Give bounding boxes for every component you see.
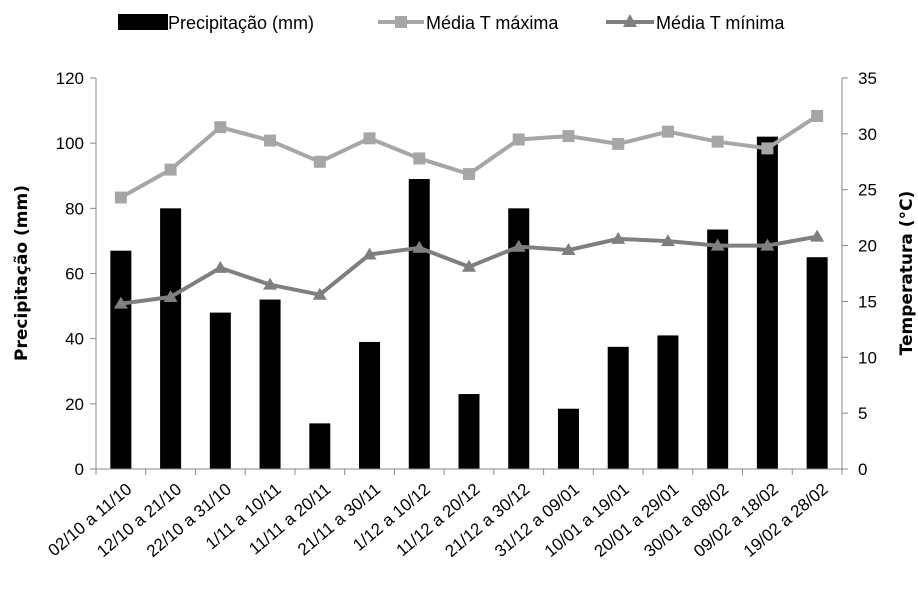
precipitation-bar	[458, 394, 480, 469]
tmin-point	[810, 229, 825, 242]
legend-swatch-tmin-marker	[623, 14, 637, 27]
precipitation-bar	[160, 208, 182, 470]
x-tick-label: 09/02 a 18/02	[690, 480, 782, 561]
tmax-point	[264, 134, 277, 147]
y-right-tick-label: 20	[858, 237, 877, 256]
precipitation-bar	[408, 179, 430, 469]
y-right-tick-label: 25	[858, 181, 877, 200]
tmin-point	[561, 243, 576, 256]
y-left-tick-label: 80	[65, 199, 84, 218]
tmax-point	[463, 168, 475, 181]
tmin-point	[660, 234, 675, 247]
y-axis-left-title: Precipitação (mm)	[12, 185, 32, 361]
tmin-point	[263, 277, 278, 290]
y-right-tick-label: 0	[858, 460, 867, 479]
tmax-point	[164, 163, 177, 176]
y-axis-right-title: Temperatura (°C)	[897, 191, 917, 356]
x-tick-label: 12/10 a 21/10	[93, 480, 185, 561]
legend-label-precipitation: Precipitação (mm)	[168, 13, 314, 33]
x-tick-label: 02/10 a 11/10	[45, 480, 136, 561]
y-left-tick-label: 60	[65, 265, 84, 284]
y-left-tick-label: 0	[75, 460, 84, 479]
tmax-point	[811, 109, 824, 122]
precipitation-bar	[657, 335, 679, 469]
y-left-tick-label: 120	[56, 69, 84, 88]
tmin-point	[611, 231, 626, 244]
legend-swatch-tmax-marker	[395, 16, 407, 28]
tmin-point	[163, 289, 178, 302]
x-tick-label: 10/01 a 19/01	[541, 480, 633, 561]
tmax-point	[313, 155, 326, 168]
tmax-point	[711, 135, 724, 148]
tmin-point	[412, 240, 427, 253]
precipitation-bar	[110, 250, 132, 469]
tmin-point	[710, 238, 725, 251]
tmin-point	[113, 296, 128, 309]
tmin-point	[362, 247, 377, 260]
tmax-point	[214, 121, 227, 134]
tmax-point	[761, 142, 774, 155]
precipitation-bar	[806, 257, 828, 469]
tmin-point	[462, 259, 476, 272]
x-tick-label: 22/10 a 31/10	[143, 480, 235, 561]
x-tick-label: 19/02 a 28/02	[740, 480, 832, 561]
precipitation-bar	[309, 423, 331, 469]
precipitation-bar	[707, 229, 729, 469]
x-tick-label: 21/12 a 30/12	[441, 480, 533, 561]
x-tick-label: 31/12 a 09/01	[491, 480, 583, 561]
y-left-tick-label: 100	[56, 134, 84, 153]
precipitation-bar	[359, 341, 381, 469]
y-right-tick-label: 10	[858, 348, 877, 367]
tmax-point	[661, 125, 674, 138]
legend: Precipitação (mm) Média T máxima Média T m…	[118, 13, 785, 33]
precipitation-bar	[607, 346, 629, 469]
y-right-tick-label: 30	[858, 125, 877, 144]
x-tick-label: 20/01 a 29/01	[591, 480, 683, 561]
temperature-lines	[113, 109, 825, 309]
precipitation-bar	[756, 136, 778, 469]
legend-swatch-precipitation	[118, 14, 168, 30]
y-right-tick-label: 35	[858, 69, 877, 88]
y-right-tick-label: 15	[858, 292, 877, 311]
legend-label-tmax: Média T máxima	[426, 13, 559, 33]
legend-label-tmin: Média T mínima	[656, 13, 785, 33]
tmax-point	[114, 191, 127, 204]
tmax-point	[363, 132, 376, 145]
tmin-point	[760, 238, 775, 251]
tmin-point	[213, 260, 228, 273]
tmin-point	[312, 287, 327, 300]
tmax-point	[612, 137, 625, 150]
tmax-point	[512, 133, 525, 146]
precipitation-bar	[259, 299, 281, 469]
y-left-tick-label: 20	[65, 395, 84, 414]
tmax-point	[413, 152, 426, 165]
precipitation-bars	[110, 136, 828, 470]
y-left-tick-label: 40	[65, 330, 84, 349]
y-right-tick-label: 5	[858, 404, 867, 423]
x-tick-label: 30/01 a 08/02	[640, 480, 732, 561]
tmax-point	[562, 130, 575, 143]
precipitation-bar	[209, 312, 231, 469]
tmin-point	[511, 239, 526, 252]
precipitation-bar	[508, 208, 530, 470]
precipitation-bar	[557, 408, 579, 469]
